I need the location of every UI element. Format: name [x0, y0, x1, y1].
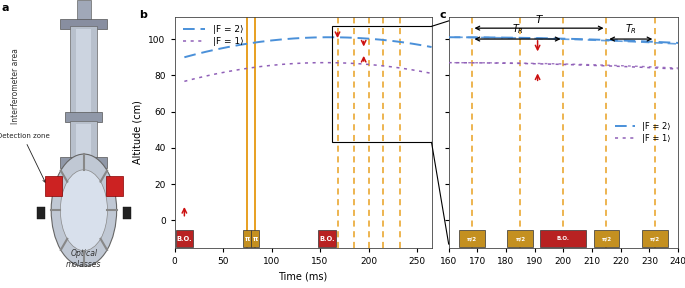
Text: $T_R$: $T_R$	[625, 22, 637, 36]
Text: a: a	[1, 3, 9, 13]
Bar	[77, 0, 90, 20]
Text: B.O.: B.O.	[319, 236, 335, 242]
Bar	[66, 112, 102, 122]
Bar	[540, 230, 586, 247]
Bar	[175, 230, 193, 247]
Text: B.O.: B.O.	[557, 236, 570, 241]
Text: π/2: π/2	[466, 236, 477, 241]
Bar	[243, 230, 251, 247]
Circle shape	[51, 154, 116, 266]
Text: π/2: π/2	[650, 236, 660, 241]
Text: Interferometer area: Interferometer area	[10, 48, 20, 124]
Bar	[76, 124, 92, 161]
Bar	[332, 26, 432, 143]
Text: Optical
molasses: Optical molasses	[66, 249, 101, 269]
Bar	[459, 230, 484, 247]
Text: π/2: π/2	[601, 236, 612, 241]
Bar	[508, 230, 534, 247]
Y-axis label: Altitude (cm): Altitude (cm)	[133, 101, 143, 164]
Bar	[123, 207, 131, 219]
X-axis label: Time (ms): Time (ms)	[279, 271, 327, 281]
Text: π: π	[245, 236, 250, 242]
Text: B.O.: B.O.	[177, 236, 192, 242]
Text: b: b	[138, 10, 147, 20]
Bar	[318, 230, 336, 247]
Circle shape	[60, 170, 108, 251]
Bar	[105, 176, 123, 196]
Text: $T_R$: $T_R$	[512, 22, 523, 36]
Bar	[643, 230, 668, 247]
Text: π/2: π/2	[515, 236, 525, 241]
Legend: |F = 2⟩, |F = 1⟩: |F = 2⟩, |F = 1⟩	[611, 119, 674, 146]
Legend: |F = 2⟩, |F = 1⟩: |F = 2⟩, |F = 1⟩	[179, 22, 247, 50]
Bar	[76, 29, 92, 115]
Text: $T$: $T$	[534, 14, 543, 25]
Text: c: c	[440, 10, 446, 20]
Bar	[593, 230, 619, 247]
Bar	[71, 26, 97, 115]
Bar	[251, 230, 259, 247]
Bar	[60, 157, 108, 168]
Text: Detection zone: Detection zone	[0, 133, 49, 182]
Text: π: π	[253, 236, 258, 242]
Bar	[60, 19, 108, 29]
Bar	[45, 176, 62, 196]
Bar	[71, 121, 97, 161]
Bar	[37, 207, 45, 219]
